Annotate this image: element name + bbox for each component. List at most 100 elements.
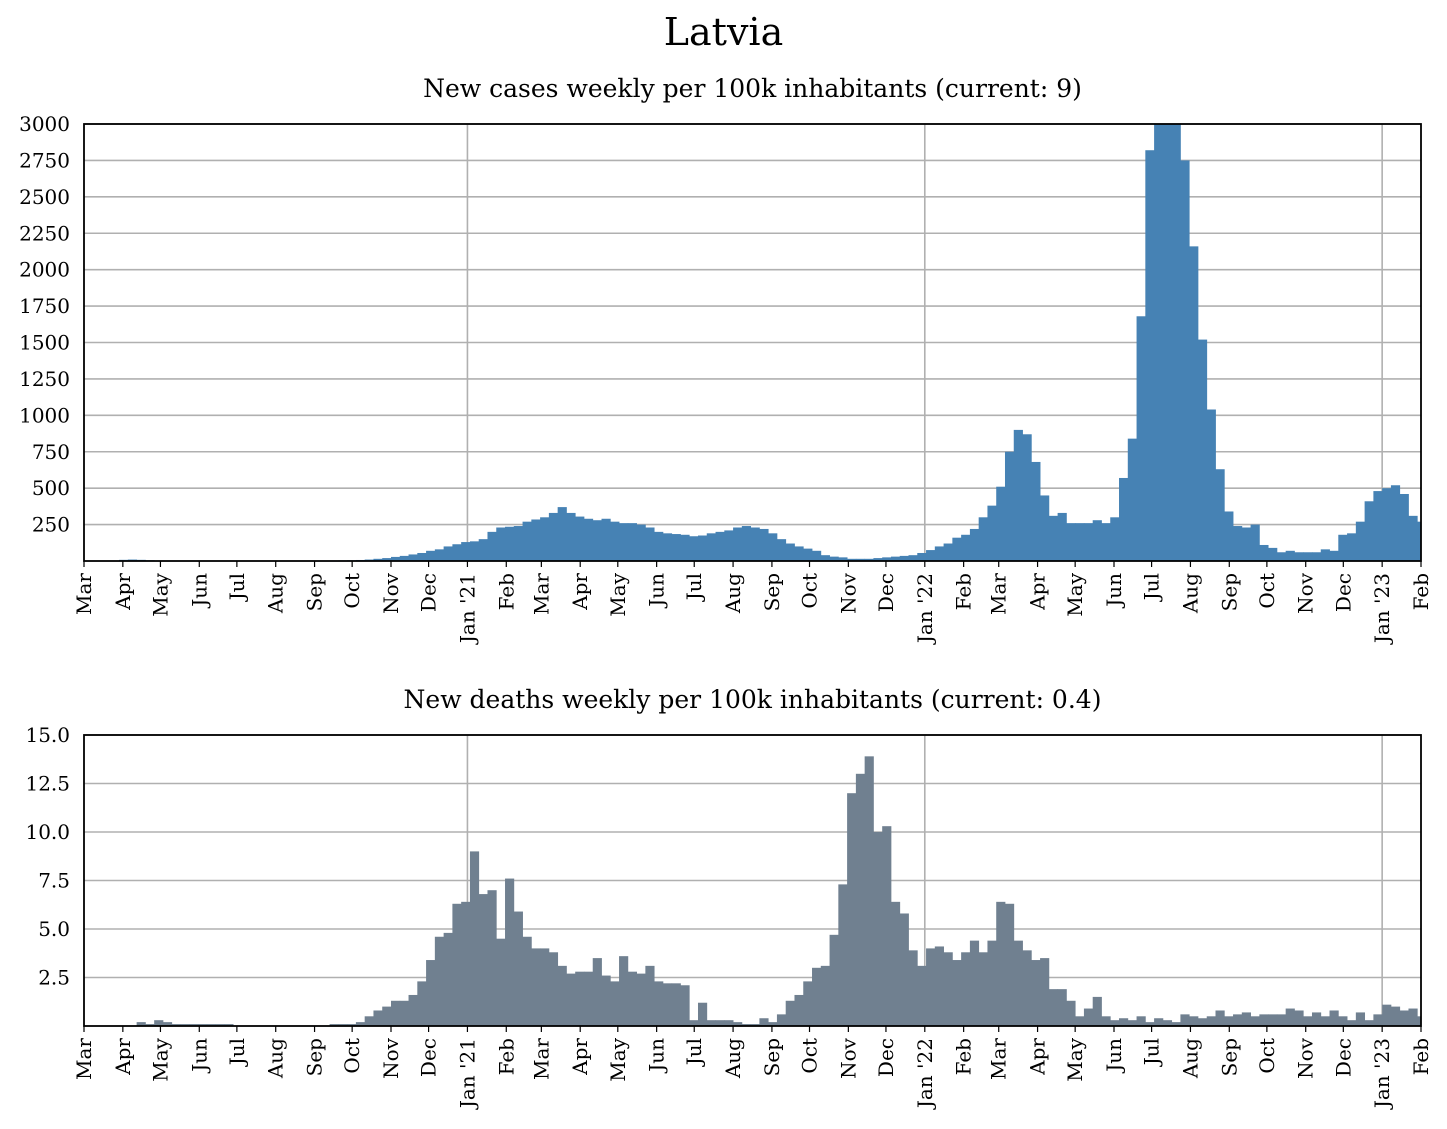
- deaths-xtick-label: Aug: [264, 1038, 288, 1079]
- cases-ytick-label: 750: [32, 440, 70, 464]
- cases-bar: [978, 517, 988, 561]
- cases-xtick-label: Nov: [836, 572, 860, 614]
- deaths-bar: [890, 901, 901, 1026]
- deaths-bar: [408, 994, 418, 1026]
- cases-xtick-label: Feb: [952, 573, 976, 610]
- deaths-bar: [873, 832, 883, 1026]
- cases-bar: [776, 539, 787, 561]
- deaths-bar: [838, 884, 848, 1026]
- deaths-bar: [1083, 1008, 1094, 1026]
- cases-bar: [662, 533, 673, 561]
- cases-xtick-label: Aug: [721, 573, 745, 614]
- deaths-bar: [154, 1020, 164, 1026]
- deaths-xtick-label: May: [1063, 1037, 1087, 1081]
- cases-bar: [899, 555, 909, 561]
- cases-bar: [1311, 552, 1322, 561]
- deaths-xtick-label: Sep: [760, 1038, 784, 1076]
- cases-bar: [829, 556, 839, 561]
- cases-bar: [820, 555, 830, 561]
- deaths-xtick-label: Jun: [645, 1038, 669, 1074]
- cases-bar: [855, 558, 866, 561]
- cases-bar: [610, 521, 620, 561]
- cases-bar: [496, 527, 506, 561]
- cases-bar: [1022, 434, 1032, 561]
- cases-bar: [645, 527, 655, 561]
- cases-bar: [1066, 523, 1076, 561]
- cases-bar: [469, 541, 480, 561]
- cases-bar: [1110, 517, 1120, 561]
- deaths-bar: [1294, 1010, 1304, 1026]
- cases-xtick-label: Jan '23: [1370, 573, 1394, 645]
- cases-bar: [697, 535, 708, 561]
- cases-xtick-label: May: [1063, 572, 1087, 616]
- deaths-bar: [829, 934, 839, 1026]
- cases-bar: [1276, 552, 1287, 561]
- cases-bar: [952, 537, 962, 561]
- cases-bar: [961, 534, 971, 561]
- deaths-bar: [934, 946, 944, 1026]
- cases-bar: [1092, 520, 1102, 561]
- cases-bar: [1162, 124, 1173, 561]
- deaths-bar: [926, 948, 936, 1026]
- deaths-bar: [136, 1022, 146, 1026]
- deaths-bar: [557, 965, 567, 1026]
- deaths-xtick-label: Oct: [1255, 1038, 1279, 1074]
- cases-bar: [1127, 438, 1137, 561]
- cases-bar: [452, 544, 462, 561]
- cases-xtick-label: Mar: [529, 573, 553, 615]
- deaths-bar: [627, 971, 637, 1026]
- deaths-xtick-label: Feb: [952, 1038, 976, 1075]
- cases-bar: [1057, 512, 1067, 561]
- cases-bar: [1259, 544, 1269, 561]
- deaths-bar: [785, 1000, 795, 1026]
- deaths-bar: [1382, 1004, 1392, 1026]
- deaths-bar: [969, 940, 980, 1026]
- cases-xtick-label: Apr: [111, 573, 135, 611]
- deaths-bar: [1119, 1018, 1129, 1026]
- deaths-bar: [794, 994, 804, 1026]
- deaths-bar: [505, 878, 515, 1026]
- deaths-bar: [1285, 1008, 1295, 1026]
- cases-bar: [654, 531, 664, 561]
- deaths-bar: [741, 1024, 752, 1026]
- deaths-bar: [1171, 1022, 1181, 1026]
- cases-bar: [1031, 461, 1041, 561]
- cases-bar: [443, 546, 453, 561]
- deaths-chart: 2.5 5.0 7.5 10.0 12.5 15.0 Mar Apr May Jun Jul Aug S…: [25, 723, 1433, 1110]
- deaths-bar: [1276, 1014, 1287, 1026]
- cases-ytick-label: 2750: [19, 148, 70, 172]
- cases-bar: [1408, 515, 1418, 561]
- cases-bar: [1399, 493, 1409, 561]
- cases-bar: [540, 517, 550, 561]
- deaths-bar: [198, 1024, 208, 1026]
- deaths-bar: [1066, 1000, 1076, 1026]
- deaths-bar: [189, 1024, 199, 1026]
- deaths-ytick-label: 10.0: [25, 820, 70, 844]
- deaths-bar: [329, 1024, 339, 1026]
- cases-bar: [1417, 521, 1422, 561]
- deaths-bar: [1347, 1020, 1357, 1026]
- deaths-bar: [215, 1024, 225, 1026]
- deaths-bar: [776, 1014, 787, 1026]
- deaths-bar: [461, 901, 471, 1026]
- deaths-xtick-label: Jun: [187, 1038, 211, 1074]
- cases-bar: [1241, 527, 1251, 561]
- cases-xtick-label: Dec: [417, 573, 441, 612]
- deaths-xtick-label: Mar: [529, 1038, 553, 1080]
- cases-bar: [1373, 491, 1383, 561]
- deaths-xtick-label: Jan '22: [913, 1038, 937, 1110]
- cases-xtick-label: Nov: [379, 572, 403, 614]
- cases-xtick-label: Sep: [1217, 573, 1241, 611]
- page-title: Latvia: [663, 10, 784, 54]
- cases-xtick-label: Apr: [568, 573, 592, 611]
- deaths-bar: [812, 967, 822, 1026]
- cases-bar: [1083, 523, 1094, 561]
- cases-bar: [601, 518, 611, 561]
- cases-bar: [1040, 495, 1050, 561]
- cases-bar: [1075, 523, 1085, 561]
- deaths-bar: [899, 913, 909, 1026]
- deaths-bar: [1075, 1016, 1085, 1026]
- deaths-bar: [961, 952, 971, 1026]
- cases-bar: [1189, 246, 1199, 562]
